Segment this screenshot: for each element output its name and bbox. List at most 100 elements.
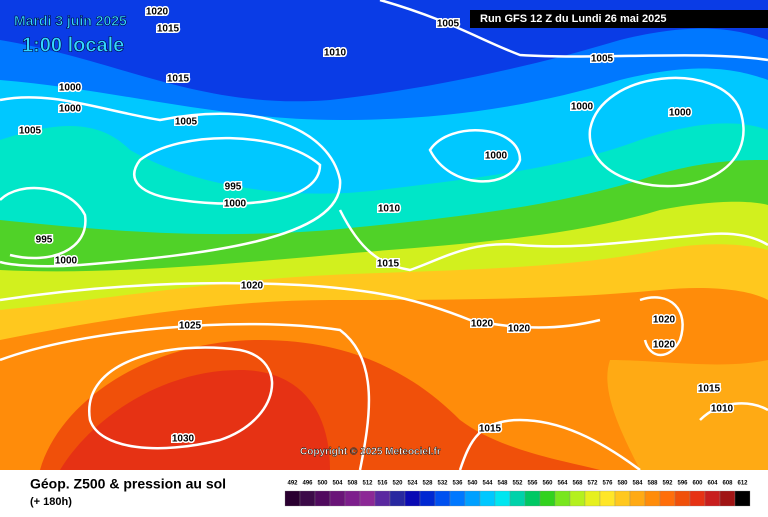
legend-value: 508 [347,481,358,487]
isobar-label: 1025 [179,321,202,332]
isobar-label: 1020 [508,324,531,335]
legend-swatch [569,490,586,507]
isobar [379,0,768,62]
isobar [588,76,745,188]
run-box [470,10,768,28]
legend-swatch [314,490,331,507]
legend-swatch [479,490,496,507]
legend-swatch [299,490,316,507]
legend-value: 548 [497,481,508,487]
run-info: Run GFS 12 Z du Lundi 26 mai 2025 [480,13,666,25]
legend-value: 512 [362,481,373,487]
date: Mardi 3 juin 2025 [14,13,127,29]
legend-swatch [464,490,481,507]
field [0,0,768,470]
legend-swatch [674,490,691,507]
legend-swatch [584,490,601,507]
isobar [0,322,371,471]
legend-value: 576 [602,481,613,487]
isobar-label: 995 [36,235,53,246]
legend-swatch [719,490,736,507]
legend-swatch [449,490,466,507]
legend-swatch [404,490,421,507]
legend-value: 556 [527,481,538,487]
legend-value: 532 [437,481,448,487]
legend-swatch [284,490,301,507]
legend-swatch [659,490,676,507]
isobar [428,129,522,183]
isobar-label: 1020 [653,340,676,351]
legend-swatch [344,490,361,507]
legend-swatch [704,490,721,507]
legend-swatch [644,490,661,507]
legend-value: 536 [452,481,463,487]
legend-value: 588 [647,481,658,487]
legend-value: 528 [422,481,433,487]
isobar-label: 1015 [157,24,180,35]
legend-value: 516 [377,481,388,487]
legend-value: 592 [662,481,673,487]
color-legend: 492 496 500 504 508 512 516 520 524 528 532 536 540 5… [284,481,751,507]
isobar [0,96,342,268]
isobar-label: 1005 [437,19,460,30]
footer-subtitle: (+ 180h) [30,496,72,508]
legend-value: 492 [287,481,298,487]
isobar-label: 1020 [146,7,169,18]
legend-value: 496 [302,481,313,487]
legend-swatch [494,490,511,507]
legend-value: 612 [737,481,748,487]
isobar-labels: 1020 1015 1005 1010 1005 1015 1000 1000 1000 1000… [17,5,735,446]
isobar-label: 1010 [378,204,401,215]
isobar-label: 1000 [59,83,82,94]
legend-swatch [734,490,751,507]
isobar [0,281,601,329]
legend-value: 568 [572,481,583,487]
legend-value: 608 [722,481,733,487]
legend-value: 600 [692,481,703,487]
isobar-label: 1000 [485,151,508,162]
local-time: 1:00 locale [22,34,124,56]
legend-swatch [614,490,631,507]
legend-value: 564 [557,481,568,487]
isobar-label: 1015 [377,259,400,270]
isobar [0,186,87,260]
isobar-label: 1000 [224,199,247,210]
isobar-label: 1015 [698,384,721,395]
isobar-label: 1005 [591,54,614,65]
isobar [639,296,684,357]
legend-value: 560 [542,481,553,487]
isobar [338,209,768,272]
legend-swatch [509,490,526,507]
isobar-label: 995 [225,182,242,193]
isobars [0,0,768,472]
legend-swatch [389,490,406,507]
footer-title: Géop. Z500 & pression au sol [30,476,226,492]
legend-value: 504 [332,481,343,487]
isobar [133,136,322,205]
isobar-label: 1020 [653,315,676,326]
legend-value: 604 [707,481,718,487]
isobar-label: 1010 [324,48,347,59]
legend-value: 520 [392,481,403,487]
legend-swatch [599,490,616,507]
legend-swatch [539,490,556,507]
isobar-label: 1020 [241,281,264,292]
isobar-label: 1020 [471,319,494,330]
legend-swatch [434,490,451,507]
field-layer [607,360,768,470]
legend-value: 584 [632,481,643,487]
isobar-label: 1015 [167,74,190,85]
isobar [699,402,768,421]
isobar-label: 1015 [479,424,502,435]
legend-swatch [329,490,346,507]
legend-swatch [689,490,706,507]
legend-value: 540 [467,481,478,487]
legend-swatch [554,490,571,507]
legend-value: 500 [317,481,328,487]
isobar [458,418,641,472]
legend-value: 572 [587,481,598,487]
legend-value: 544 [482,481,493,487]
legend-swatch [419,490,436,507]
legend-swatch [359,490,376,507]
